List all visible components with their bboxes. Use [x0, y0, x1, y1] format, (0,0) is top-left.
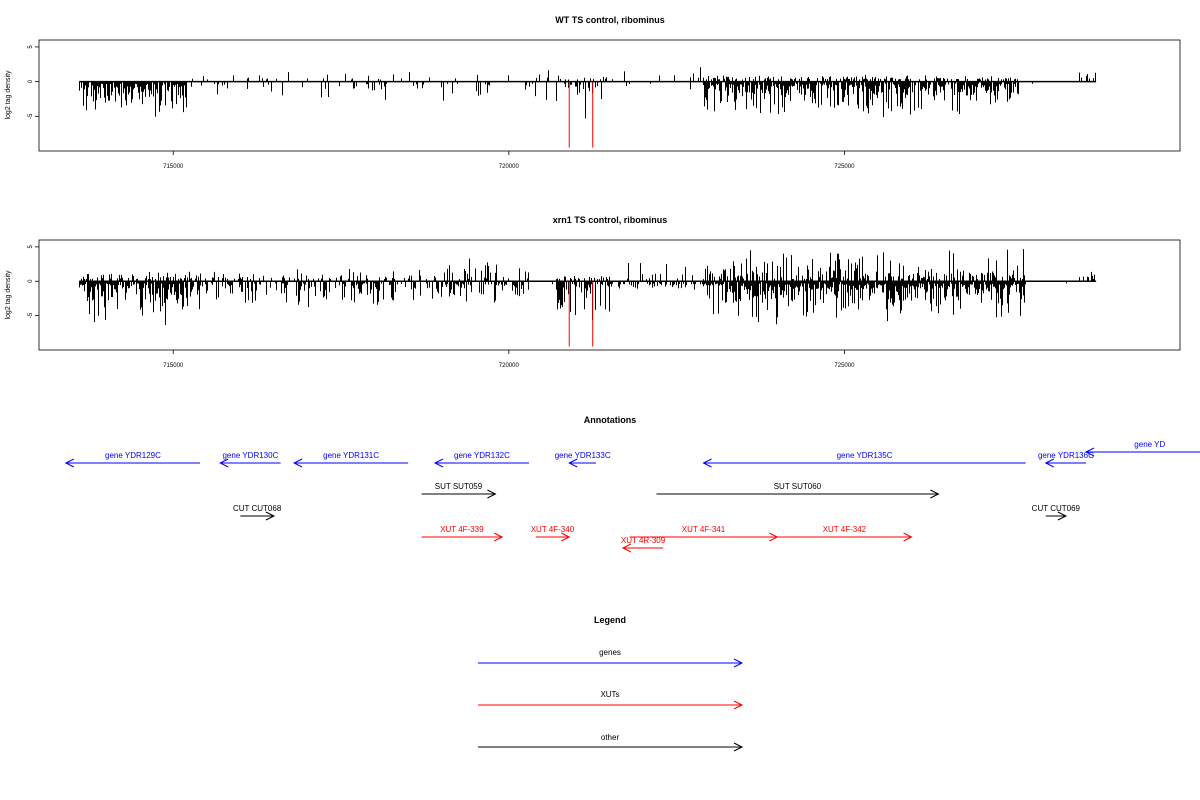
- xrn1-x-tick-label: 715000: [163, 363, 184, 369]
- feature-label: gene YDR132C: [454, 451, 510, 460]
- annotation-feature: XUT 4R-309: [621, 536, 666, 553]
- feature-label: gene YD: [1134, 440, 1165, 449]
- feature-arrowhead: [433, 458, 444, 468]
- feature-arrowhead: [930, 489, 940, 499]
- xrn1-track-y-axis: 5 0 -5: [28, 245, 39, 318]
- wt-track-y-axis: 5 0 -5: [28, 45, 39, 119]
- feature-arrowhead: [561, 532, 571, 542]
- legend: Legend genes XUTs other: [478, 615, 744, 752]
- feature-label: SUT SUT060: [774, 482, 822, 491]
- feature-label: gene YDR136C: [1038, 451, 1094, 460]
- xrn1-track-x-axis: 715000 720000 725000: [163, 350, 855, 369]
- feature-label: XUT 4F-340: [531, 525, 575, 534]
- legend-label: genes: [599, 648, 621, 657]
- wt-track-highlights: [568, 81, 594, 148]
- feature-arrowhead: [493, 532, 504, 542]
- annotation-feature: gene YDR135C: [702, 451, 1026, 468]
- annotation-feature: gene YD: [1084, 440, 1200, 457]
- feature-label: XUT 4F-339: [440, 525, 484, 534]
- annotation-feature: SUT SUT060: [656, 482, 940, 499]
- feature-label: XUT 4F-342: [823, 525, 867, 534]
- xrn1-x-tick-label: 720000: [499, 363, 520, 369]
- wt-y-tick-label: 5: [28, 45, 34, 49]
- feature-label: CUT CUT069: [1032, 504, 1081, 513]
- annotation-feature: XUT 4F-340: [531, 525, 575, 542]
- wt-track-panel: WT TS control, ribominus log2 tag densit…: [5, 15, 1181, 170]
- annotation-feature: gene YDR132C: [433, 451, 529, 468]
- feature-label: gene YDR133C: [555, 451, 611, 460]
- xrn1-track-panel: xrn1 TS control, ribominus log2 tag dens…: [5, 215, 1181, 369]
- xrn1-track-ylabel: log2 tag density: [5, 270, 12, 320]
- feature-arrowhead: [292, 458, 303, 468]
- wt-track-bars: [79, 67, 1096, 119]
- annotation-feature: gene YDR130C: [219, 451, 281, 468]
- wt-x-tick-label: 725000: [834, 164, 855, 170]
- wt-track-frame: [38, 39, 1181, 152]
- xrn1-track-bars: [79, 249, 1095, 326]
- xrn1-y-tick-label: -5: [28, 312, 34, 318]
- annotation-feature: SUT SUT059: [421, 482, 497, 499]
- annotation-feature: gene YDR133C: [555, 451, 611, 468]
- annotation-feature: CUT CUT069: [1032, 504, 1081, 521]
- feature-label: XUT 4R-309: [621, 536, 666, 545]
- annotation-feature: XUT 4F-342: [777, 525, 913, 542]
- feature-label: SUT SUT059: [435, 482, 483, 491]
- legend-title: Legend: [594, 615, 626, 625]
- annotation-feature: gene YDR136C: [1038, 451, 1094, 468]
- annotation-feature: gene YDR131C: [292, 451, 409, 468]
- wt-y-tick-label: -5: [28, 113, 34, 119]
- feature-label: gene YDR131C: [323, 451, 379, 460]
- legend-item-xuts: XUTs: [478, 690, 744, 710]
- wt-x-tick-label: 720000: [499, 164, 520, 170]
- feature-arrowhead: [1057, 511, 1068, 521]
- feature-label: XUT 4F-341: [682, 525, 726, 534]
- feature-arrowhead: [1084, 447, 1095, 457]
- legend-label: other: [601, 733, 620, 742]
- feature-arrowhead: [769, 532, 779, 542]
- legend-arrow: [478, 742, 744, 752]
- wt-track-x-axis: 715000 720000 725000: [163, 151, 855, 170]
- legend-item-other: other: [478, 733, 744, 752]
- wt-x-tick-label: 715000: [163, 164, 184, 170]
- wt-track-title: WT TS control, ribominus: [555, 15, 665, 25]
- xrn1-track-title: xrn1 TS control, ribominus: [553, 215, 668, 225]
- feature-label: gene YDR129C: [105, 451, 161, 460]
- feature-label: CUT CUT068: [233, 504, 282, 513]
- xrn1-x-tick-label: 725000: [834, 363, 855, 369]
- annotation-features: gene YDR129C gene YDR130C gene YDR131C gene…: [64, 440, 1200, 553]
- feature-arrowhead: [1044, 458, 1054, 468]
- feature-arrowhead: [64, 458, 75, 468]
- legend-arrow: [478, 658, 744, 668]
- xrn1-track-frame: [38, 239, 1181, 351]
- xrn1-track-highlights: [568, 281, 594, 347]
- xrn1-y-tick-label: 5: [28, 245, 34, 249]
- wt-track-ylabel: log2 tag density: [5, 70, 12, 120]
- feature-arrowhead: [621, 543, 632, 553]
- feature-label: gene YDR135C: [837, 451, 893, 460]
- legend-label: XUTs: [600, 690, 619, 699]
- annotation-feature: XUT 4F-339: [421, 525, 504, 542]
- annotation-feature: gene YDR129C: [64, 451, 201, 468]
- feature-arrowhead: [903, 532, 913, 542]
- annotation-feature: XUT 4F-341: [629, 525, 779, 542]
- legend-arrow: [478, 700, 744, 710]
- xrn1-y-tick-label: 0: [28, 279, 34, 283]
- feature-label: gene YDR130C: [222, 451, 278, 460]
- legend-item-genes: genes: [478, 648, 744, 668]
- wt-y-tick-label: 0: [28, 79, 34, 83]
- annotations-panel: Annotations gene YDR129C gene YDR130C gene…: [64, 415, 1200, 553]
- feature-arrowhead: [702, 458, 712, 468]
- feature-arrowhead: [487, 489, 497, 499]
- feature-arrowhead: [568, 458, 578, 468]
- annotations-title: Annotations: [584, 415, 637, 425]
- annotation-feature: CUT CUT068: [233, 504, 282, 521]
- feature-arrowhead: [265, 511, 276, 521]
- feature-arrowhead: [219, 458, 229, 468]
